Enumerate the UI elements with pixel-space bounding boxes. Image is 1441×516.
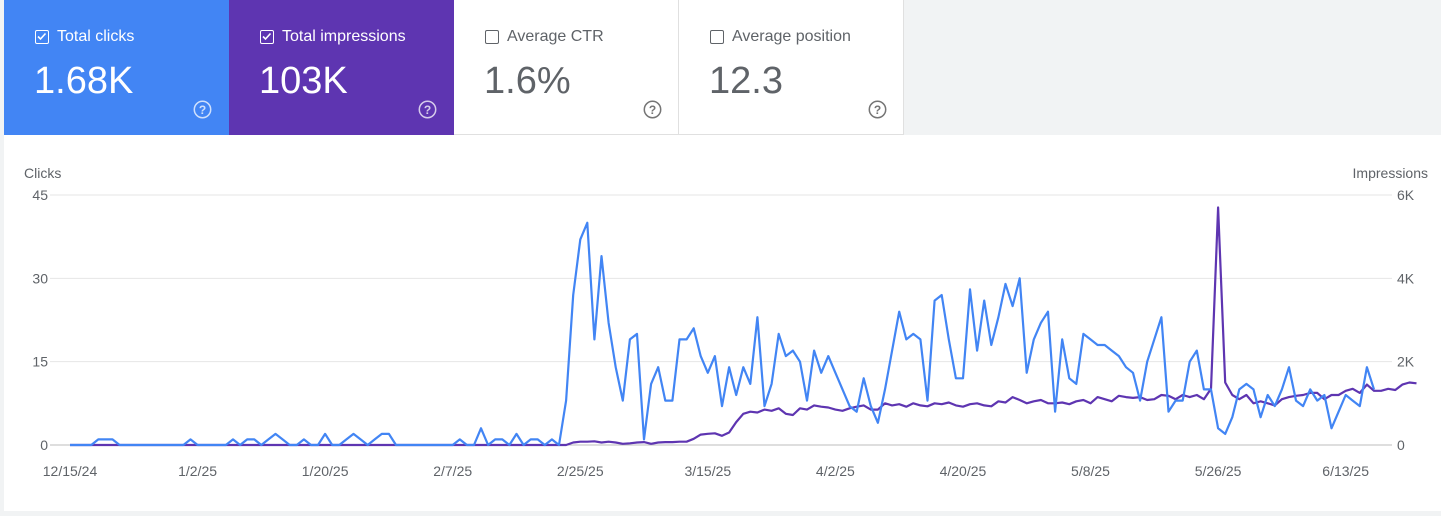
y-right-tick-label: 0 (1397, 437, 1405, 453)
y-left-axis-title: Clicks (24, 165, 61, 181)
chart-svg: Clicks Impressions 0 0 15 2K 30 4K 45 6K 12/15/24 1… (24, 165, 1428, 479)
checkbox-icon[interactable] (710, 30, 724, 44)
svg-text:?: ? (874, 103, 881, 117)
metric-cards: Total clicks 1.68K ? Total impressions 1… (4, 0, 904, 135)
x-tick-label: 3/15/25 (684, 463, 731, 479)
y-right-tick-label: 2K (1397, 354, 1415, 370)
x-tick-label: 1/2/25 (178, 463, 217, 479)
card-label: Total impressions (282, 28, 406, 45)
x-tick-label: 12/15/24 (43, 463, 98, 479)
y-right-tick-label: 6K (1397, 187, 1415, 203)
svg-text:?: ? (424, 103, 431, 117)
total-clicks-card[interactable]: Total clicks 1.68K ? (4, 0, 229, 135)
x-tick-label: 6/13/25 (1322, 463, 1369, 479)
x-tick-label: 5/26/25 (1195, 463, 1242, 479)
card-value: 1.68K (34, 60, 134, 102)
x-tick-label: 2/25/25 (557, 463, 604, 479)
help-circle-icon[interactable]: ? (643, 100, 662, 119)
card-label: Total clicks (57, 28, 135, 45)
svg-text:?: ? (199, 103, 206, 117)
total-impressions-card[interactable]: Total impressions 103K ? (229, 0, 454, 135)
svg-text:?: ? (649, 103, 656, 117)
card-value: 103K (259, 60, 348, 102)
x-tick-label: 2/7/25 (433, 463, 472, 479)
help-circle-icon[interactable]: ? (868, 100, 887, 119)
y-left-tick-label: 0 (40, 437, 48, 453)
help-circle-icon[interactable]: ? (418, 100, 437, 119)
y-right-axis-title: Impressions (1353, 165, 1428, 181)
card-label: Average position (732, 28, 851, 45)
checkbox-icon[interactable] (485, 30, 499, 44)
x-tick-label: 5/8/25 (1071, 463, 1110, 479)
x-tick-label: 4/2/25 (816, 463, 855, 479)
card-value: 12.3 (709, 60, 783, 102)
x-tick-label: 4/20/25 (940, 463, 987, 479)
x-tick-label: 1/20/25 (302, 463, 349, 479)
y-left-tick-label: 15 (32, 354, 48, 370)
help-circle-icon[interactable]: ? (193, 100, 212, 119)
y-left-tick-label: 30 (32, 270, 48, 286)
performance-chart: Clicks Impressions 0 0 15 2K 30 4K 45 6K 12/15/24 1… (4, 135, 1441, 511)
card-label: Average CTR (507, 28, 604, 45)
average-position-card[interactable]: Average position 12.3 ? (679, 0, 904, 135)
card-value: 1.6% (484, 60, 571, 102)
checkbox-icon[interactable] (35, 30, 49, 44)
y-left-tick-label: 45 (32, 187, 48, 203)
checkbox-icon[interactable] (260, 30, 274, 44)
clicks-series-line (70, 221, 1376, 447)
y-right-tick-label: 4K (1397, 270, 1415, 286)
average-ctr-card[interactable]: Average CTR 1.6% ? (454, 0, 679, 135)
